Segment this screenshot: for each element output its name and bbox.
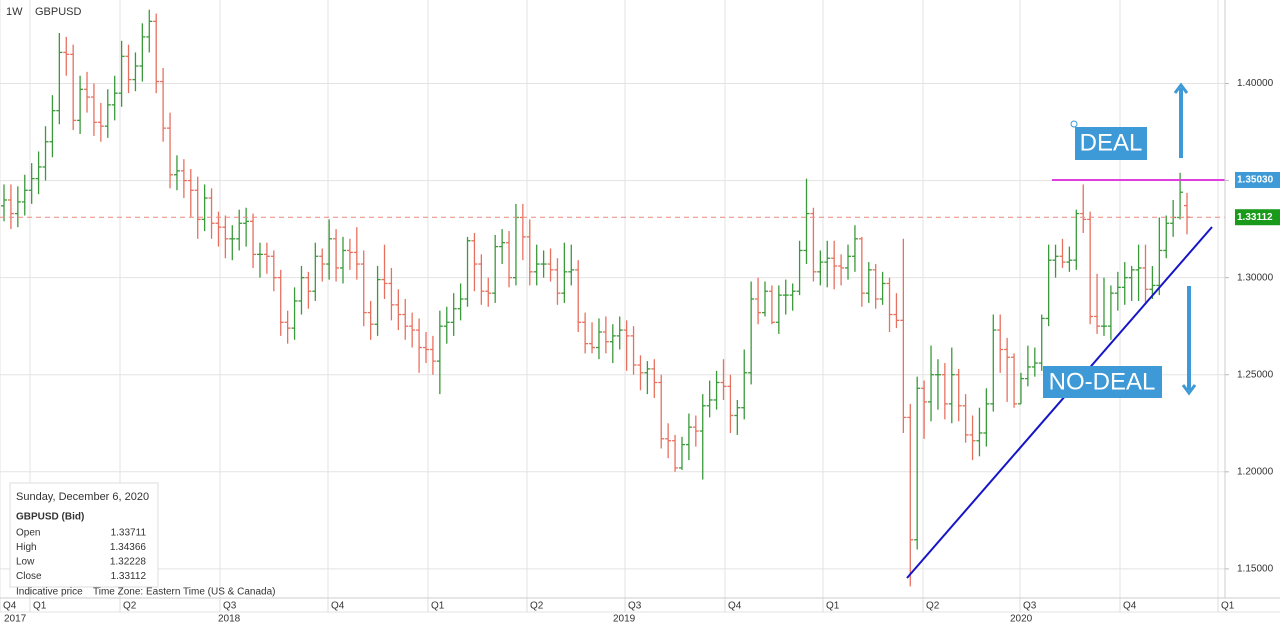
trend-line <box>906 226 1213 579</box>
year-label: 2019 <box>613 614 636 625</box>
info-panel <box>9 482 159 588</box>
y-tick-label: 1.30000 <box>1237 272 1274 283</box>
x-tick-label: Q3 <box>223 601 237 612</box>
price-tag-label: 1.33112 <box>1237 212 1273 223</box>
info-value: 1.34366 <box>110 542 147 553</box>
info-value: 1.33711 <box>111 528 147 539</box>
y-tick-label: 1.15000 <box>1237 564 1274 575</box>
anchor-dot <box>1070 120 1078 128</box>
down-arrow-head <box>1181 384 1197 396</box>
deal-box <box>1075 127 1147 160</box>
x-tick-label: Q3 <box>628 601 642 612</box>
x-tick-label: Q1 <box>33 601 47 612</box>
bars <box>1 9 1190 587</box>
year-label: 2018 <box>218 614 241 625</box>
x-tick-label: Q1 <box>431 601 445 612</box>
up-arrow-head <box>1173 82 1189 94</box>
y-tick-label: 1.20000 <box>1237 466 1274 477</box>
symbol: GBPUSD <box>35 6 82 18</box>
grid <box>0 0 1225 598</box>
info-title: GBPUSD (Bid) <box>16 512 84 523</box>
x-tick-label: Q2 <box>123 601 137 612</box>
timeframe: 1W <box>6 6 23 18</box>
x-tick-label: Q2 <box>926 601 940 612</box>
price-tag <box>1235 171 1280 188</box>
x-tick-label: Q4 <box>3 601 17 612</box>
deal-label: DEAL <box>1080 129 1143 156</box>
footer-note: Indicative price <box>16 587 83 598</box>
x-tick-label: Q4 <box>1123 601 1137 612</box>
year-label: 2020 <box>1010 614 1033 625</box>
x-tick-label: Q1 <box>826 601 840 612</box>
x-tick-label: Q1 <box>1221 601 1235 612</box>
x-tick-label: Q2 <box>530 601 544 612</box>
year-label: 2017 <box>4 614 27 625</box>
price-tag <box>1235 209 1280 226</box>
info-rows: Open 1.33711 High 1.34366 Low 1.32228 Close 1.3… <box>16 528 146 583</box>
x-tick-label: Q3 <box>1023 601 1037 612</box>
info-date: Sunday, December 6, 2020 <box>16 491 149 503</box>
no-deal-label: NO-DEAL <box>1049 368 1156 395</box>
info-label: Low <box>16 557 35 568</box>
footer-timezone: Time Zone: Eastern Time (US & Canada) <box>93 587 275 598</box>
price-tag-label: 1.35030 <box>1237 175 1274 186</box>
info-label: Close <box>16 571 42 582</box>
x-tick-label: Q4 <box>331 601 345 612</box>
y-tick-label: 1.40000 <box>1237 78 1274 89</box>
y-tick-label: 1.25000 <box>1237 369 1274 380</box>
info-label: High <box>16 542 37 553</box>
info-value: 1.33112 <box>111 571 147 582</box>
x-tick-label: Q4 <box>728 601 742 612</box>
info-value: 1.32228 <box>110 557 147 568</box>
no-deal-box <box>1043 366 1162 398</box>
info-label: Open <box>16 528 40 539</box>
overlays <box>0 178 1225 218</box>
